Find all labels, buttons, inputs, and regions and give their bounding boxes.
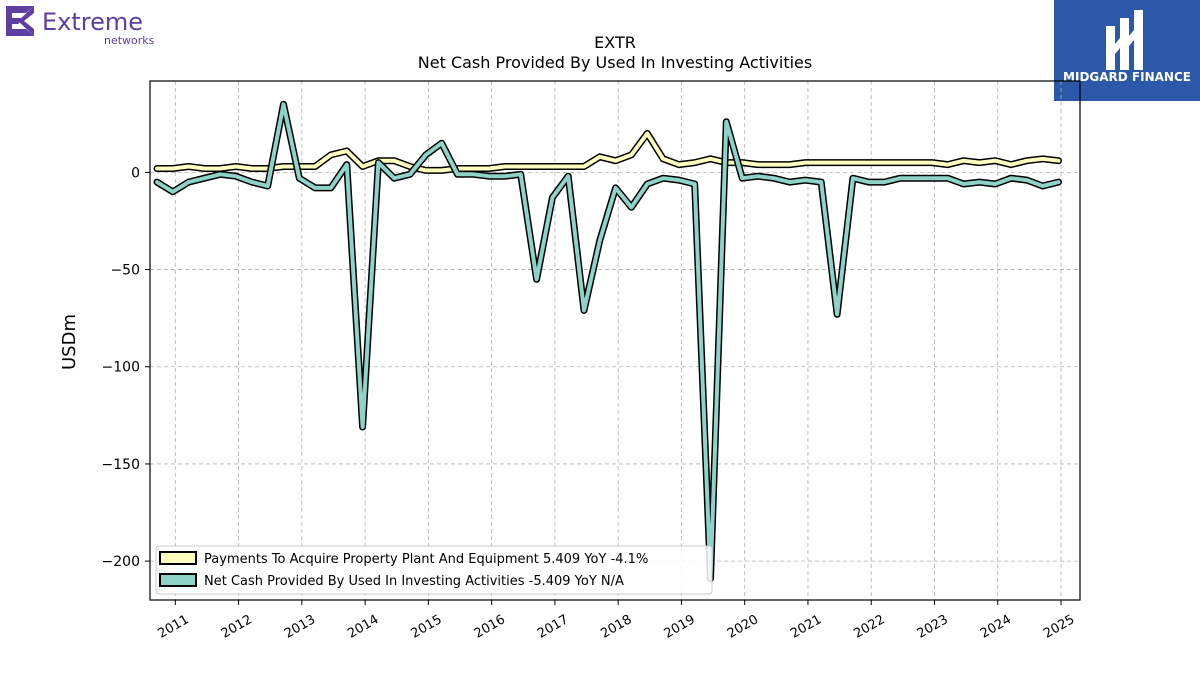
x-tick-label: 2012 xyxy=(219,612,255,642)
series-stroke xyxy=(155,102,1061,581)
y-tick-label: −200 xyxy=(102,554,140,570)
series-line-capex xyxy=(153,130,1062,174)
x-tick-label: 2016 xyxy=(472,612,508,642)
y-axis: 0 −50 −100 −150 −200 xyxy=(102,165,150,570)
legend-swatch-investing xyxy=(159,573,197,587)
series-outline xyxy=(153,100,1062,583)
series-layer xyxy=(153,100,1062,583)
series-stroke xyxy=(155,131,1061,173)
chart-title: EXTR xyxy=(594,33,636,52)
series-line-investing xyxy=(153,100,1062,583)
x-axis: 2011 2012 2013 2014 2015 2016 2017 2018 2019 2020… xyxy=(155,600,1077,642)
legend: Payments To Acquire Property Plant And E… xyxy=(155,545,713,595)
x-tick-label: 2017 xyxy=(535,612,571,642)
x-tick-label: 2021 xyxy=(788,612,824,642)
x-tick-label: 2025 xyxy=(1041,612,1077,642)
x-tick-label: 2024 xyxy=(978,612,1014,642)
legend-label-capex: Payments To Acquire Property Plant And E… xyxy=(204,552,648,567)
extreme-networks-logo: Extreme networks xyxy=(6,6,155,47)
midgard-finance-logo: MIDGARD FINANCE xyxy=(1054,0,1200,101)
x-tick-label: 2015 xyxy=(409,612,445,642)
y-tick-label: −150 xyxy=(102,457,140,473)
x-tick-label: 2019 xyxy=(662,612,698,642)
y-tick-label: −50 xyxy=(110,263,140,279)
legend-box xyxy=(155,545,713,595)
logo-wordmark: Extreme xyxy=(42,8,143,36)
legend-swatch-capex xyxy=(159,551,197,565)
y-axis-label: USDm xyxy=(59,314,80,370)
logo-tagline: networks xyxy=(104,34,155,47)
x-tick-label: 2014 xyxy=(345,612,381,642)
extreme-mark-icon xyxy=(6,6,34,36)
x-tick-label: 2011 xyxy=(155,612,191,642)
x-tick-label: 2020 xyxy=(725,612,761,642)
chart-subtitle: Net Cash Provided By Used In Investing A… xyxy=(418,53,812,72)
x-tick-label: 2013 xyxy=(282,612,318,642)
y-tick-label: −100 xyxy=(102,360,140,376)
midgard-mark-icon xyxy=(1106,10,1143,70)
x-tick-label: 2022 xyxy=(851,612,887,642)
plot-frame xyxy=(149,80,1081,601)
x-tick-label: 2018 xyxy=(598,612,634,642)
publisher-name: MIDGARD FINANCE xyxy=(1063,70,1191,84)
x-tick-label: 2023 xyxy=(915,612,951,642)
legend-label-investing: Net Cash Provided By Used In Investing A… xyxy=(204,574,624,589)
y-tick-label: 0 xyxy=(131,165,140,181)
